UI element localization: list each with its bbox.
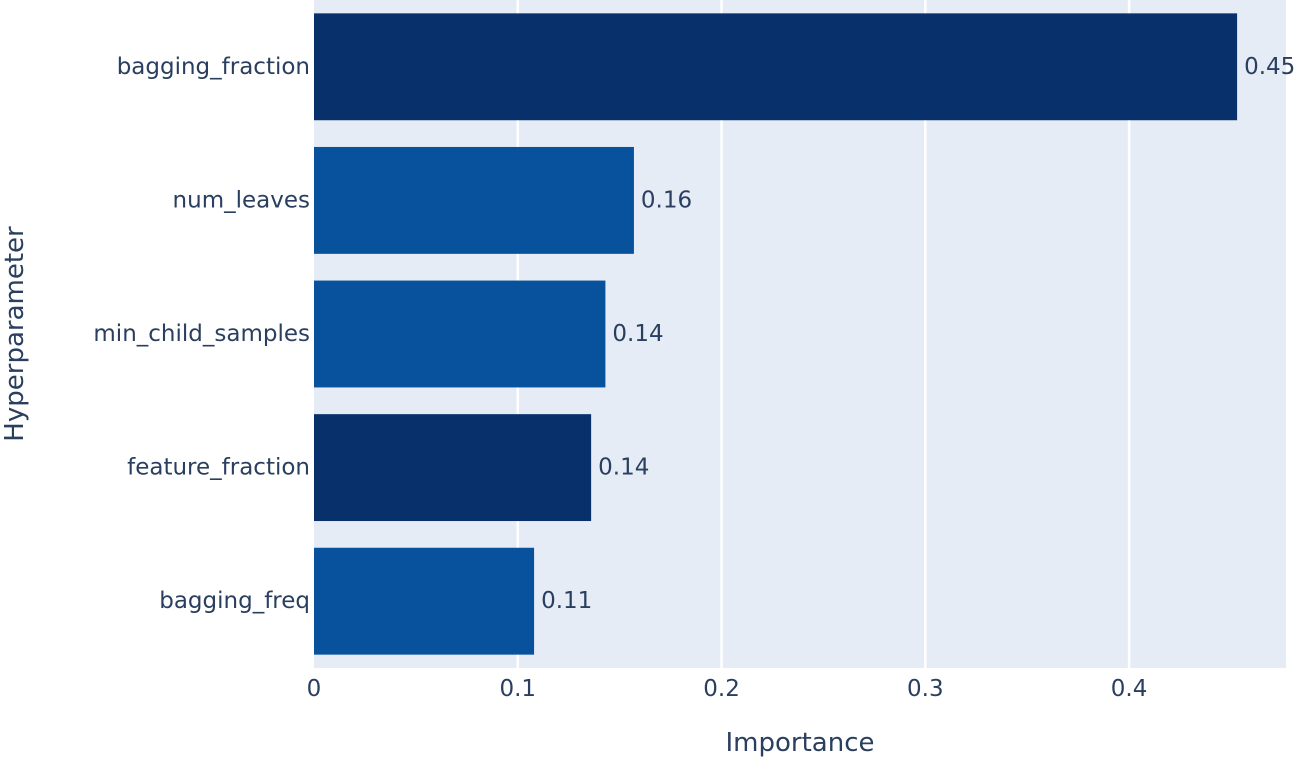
bar-feature-fraction bbox=[314, 414, 592, 522]
x-tick-label: 0.3 bbox=[907, 676, 944, 702]
x-tick-label: 0.4 bbox=[1111, 676, 1148, 702]
x-axis-title: Importance bbox=[726, 728, 875, 758]
data-label: 0.14 bbox=[612, 321, 663, 347]
x-tick-label: 0.2 bbox=[703, 676, 740, 702]
data-label: 0.45 bbox=[1244, 54, 1295, 80]
category-label: num_leaves bbox=[173, 187, 310, 213]
bar-bagging-freq bbox=[314, 547, 535, 655]
bar-bagging-fraction bbox=[314, 13, 1238, 121]
data-labels: 0.45 0.16 0.14 0.14 0.11 bbox=[541, 54, 1295, 614]
y-axis-title: Hyperparameter bbox=[0, 226, 30, 442]
x-tick-labels: 0 0.1 0.2 0.3 0.4 bbox=[307, 676, 1148, 702]
category-label: min_child_samples bbox=[93, 321, 310, 347]
category-label: feature_fraction bbox=[127, 455, 310, 481]
x-tick-label: 0.1 bbox=[499, 676, 536, 702]
data-label: 0.16 bbox=[641, 187, 692, 213]
category-labels: bagging_fraction num_leaves min_child_samp… bbox=[93, 54, 310, 614]
bars bbox=[314, 13, 1238, 655]
x-tick-label: 0 bbox=[307, 676, 322, 702]
data-label: 0.11 bbox=[541, 588, 592, 614]
category-label: bagging_freq bbox=[159, 588, 310, 614]
bar-min-child-samples bbox=[314, 280, 606, 388]
category-label: bagging_fraction bbox=[117, 54, 310, 80]
data-label: 0.14 bbox=[598, 455, 649, 481]
bar-num-leaves bbox=[314, 146, 634, 254]
